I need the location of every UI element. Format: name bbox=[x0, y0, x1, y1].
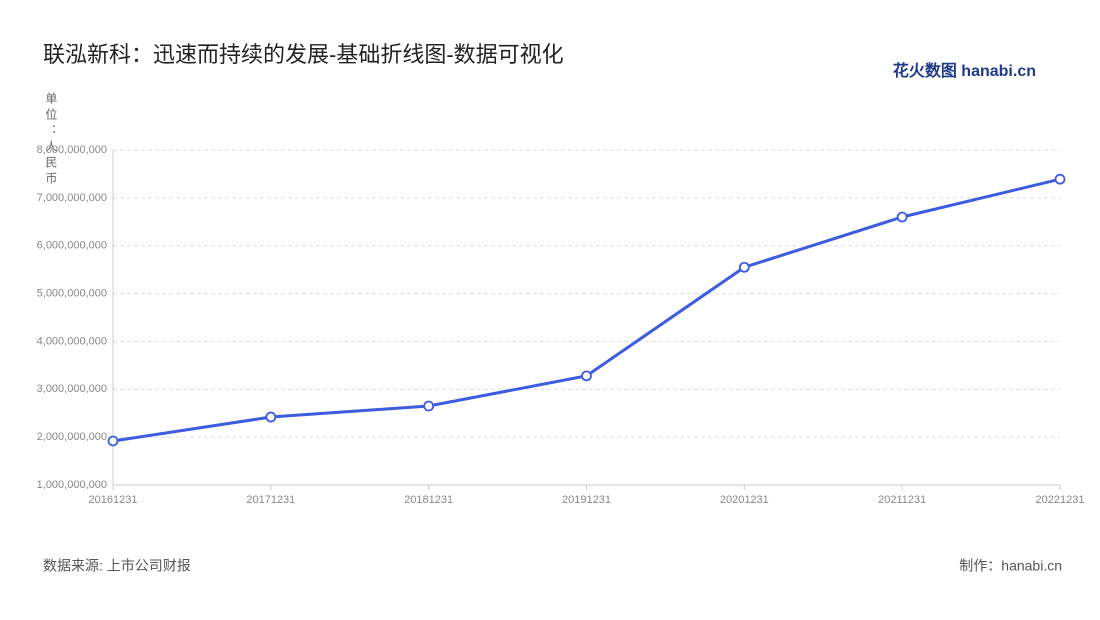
y-tick-label: 8,000,000,000 bbox=[37, 144, 107, 156]
y-tick-label: 7,000,000,000 bbox=[37, 192, 107, 204]
point bbox=[423, 400, 435, 412]
credit: 制作：hanabi.cn bbox=[959, 558, 1062, 574]
point bbox=[896, 211, 908, 223]
x-tick-label: 20171231 bbox=[246, 494, 295, 506]
y-tick-label: 5,000,000,000 bbox=[37, 287, 107, 299]
y-tick-label: 6,000,000,000 bbox=[37, 240, 107, 252]
line bbox=[112, 177, 1061, 443]
x-tick-label: 20211231 bbox=[878, 494, 926, 506]
source: 数据来源: 上市公司财报 bbox=[43, 558, 191, 574]
point bbox=[1054, 173, 1066, 185]
x-tick-label: 20201231 bbox=[720, 494, 769, 506]
y-tick-label: 2,000,000,000 bbox=[37, 431, 107, 443]
x-tick-label: 20221231 bbox=[1036, 494, 1085, 506]
y-tick-label: 4,000,000,000 bbox=[37, 335, 107, 347]
chart-title: 联泓新科：迅速而持续的发展-基础折线图-数据可视化 bbox=[43, 42, 564, 67]
y-axis-label: 单位：人民币 bbox=[44, 92, 58, 188]
point bbox=[107, 435, 119, 447]
x-tick-label: 20191231 bbox=[562, 494, 611, 506]
point bbox=[738, 261, 750, 273]
x-tick-label: 20161231 bbox=[89, 494, 138, 506]
y-tick-label: 3,000,000,000 bbox=[37, 383, 107, 395]
point bbox=[581, 370, 592, 382]
y-tick-label: 1,000,000,000 bbox=[37, 479, 107, 491]
x-tick-label: 20181231 bbox=[404, 494, 453, 506]
point bbox=[265, 411, 277, 423]
logo: 花火数图 hanabi.cn bbox=[893, 61, 1036, 80]
